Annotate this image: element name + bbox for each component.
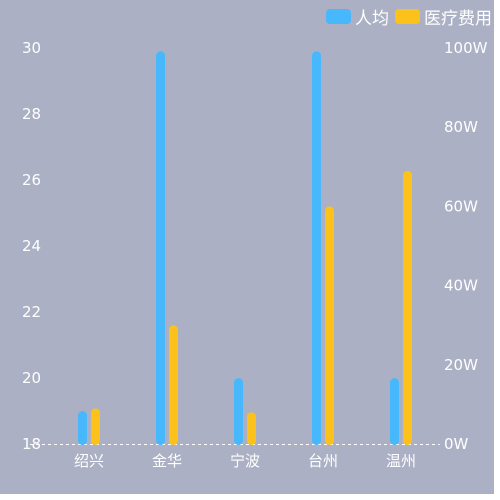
y-left-tick-label: 18 [22, 435, 41, 453]
y-left-tick-label: 22 [22, 303, 41, 321]
bar-medical-cost [169, 325, 178, 445]
bar-chart: 18 20 22 24 26 28 30 0W 20W 40W 60W 80W 100W 绍兴 金华 宁波 台州… [22, 39, 488, 470]
bar-per-capita [156, 51, 165, 446]
bar-per-capita [234, 378, 243, 445]
legend-swatch-per-capita [326, 9, 351, 24]
y-left-tick-label: 20 [22, 369, 41, 387]
y-left-tick-label: 30 [22, 39, 41, 57]
bar-medical-cost [247, 412, 256, 445]
y-right-tick-label: 40W [444, 277, 478, 295]
bar-medical-cost [91, 408, 100, 445]
y-right-tick-label: 0W [444, 435, 469, 453]
y-right-tick-label: 100W [444, 39, 488, 57]
legend-item-medical-cost[interactable]: 医疗费用 [395, 4, 492, 29]
legend: 人均 医疗费用 [326, 4, 492, 29]
y-right-tick-label: 60W [444, 197, 478, 215]
x-tick-label: 台州 [308, 452, 338, 470]
x-tick-label: 绍兴 [74, 452, 104, 470]
legend-label-per-capita: 人均 [355, 9, 389, 29]
x-tick-label: 金华 [152, 452, 182, 470]
y-right-tick-label: 20W [444, 356, 478, 374]
bar-per-capita [390, 378, 399, 445]
bar-per-capita [312, 51, 321, 446]
legend-label-medical-cost: 医疗费用 [424, 9, 492, 29]
y-left-tick-label: 28 [22, 105, 41, 123]
bar-per-capita [78, 411, 87, 445]
bar-medical-cost [403, 170, 412, 445]
y-left-tick-label: 26 [22, 171, 41, 189]
x-tick-label: 宁波 [230, 452, 260, 470]
legend-item-per-capita[interactable]: 人均 [326, 4, 389, 29]
chart-panel: 18 20 22 24 26 28 30 0W 20W 40W 60W 80W 100W 绍兴 金华 宁波 台州… [0, 0, 494, 494]
bar-medical-cost [325, 206, 334, 445]
y-left-tick-label: 24 [22, 237, 41, 255]
legend-swatch-medical-cost [395, 9, 420, 24]
y-right-tick-label: 80W [444, 118, 478, 136]
x-tick-label: 温州 [386, 452, 416, 470]
